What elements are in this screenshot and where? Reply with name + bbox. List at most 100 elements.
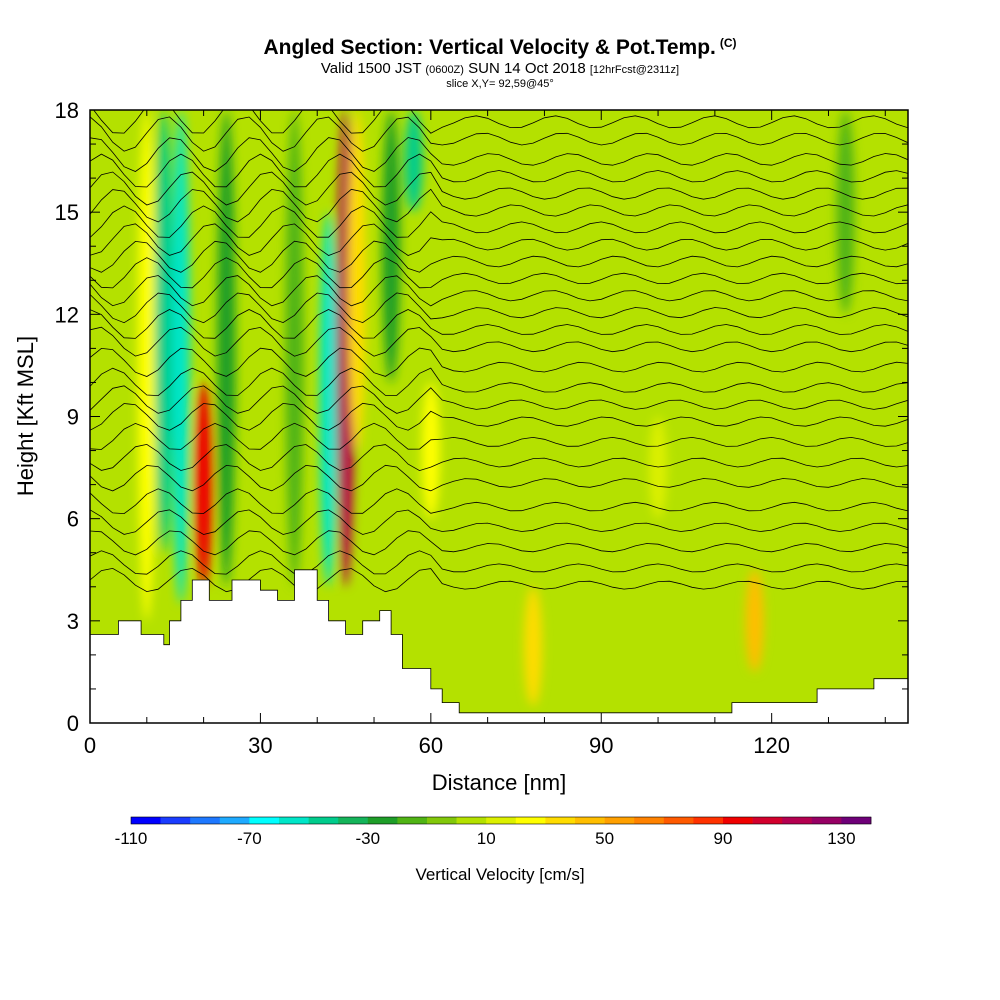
velocity-cell [285,110,304,587]
isentrope-line [90,275,908,307]
velocity-cell [404,110,423,213]
valid-time-line: Valid 1500 JST (0600Z) SUN 14 Oct 2018 [… [0,60,1000,77]
colorbar-swatch [249,817,280,824]
isentrope-line [90,488,908,515]
terrain [90,569,908,723]
isentrope-line [90,257,908,289]
title-text: Angled Section: Vertical Velocity & Pot.… [263,36,716,59]
colorbar-tick-label: 90 [714,829,733,848]
isentrope-line [90,550,908,575]
colorbar-tick-label: -110 [115,829,148,848]
velocity-cell [217,110,236,587]
colorbar-label: Vertical Velocity [cm/s] [415,865,584,884]
isentrope-line [90,402,908,431]
isentrope-line [90,385,908,414]
colorbar: -110 -70 -30 10 50 90 130 [115,816,872,848]
x-tick-label: 90 [589,733,613,758]
colorbar-swatch [515,817,546,824]
x-axis-label: Distance [nm] [432,770,567,795]
y-axis: 0 3 6 9 12 15 18 [55,98,908,736]
isentrope-line [90,464,908,492]
valid-prefix: Valid 1500 JST [320,60,422,77]
isentrope-line [90,309,908,339]
colorbar-swatch [308,817,339,824]
isentrope-line [90,171,908,206]
colorbar-tick-label: 50 [595,829,614,848]
colorbar-swatch [131,817,161,824]
y-tick-label: 0 [67,711,79,736]
y-tick-label: 9 [67,405,79,430]
isentrope-line [90,326,908,357]
valid-utc: (0600Z) [425,64,464,76]
isentrope-line [90,205,908,238]
colorbar-swatch [279,817,309,824]
forecast-info: [12hrFcst@2311z] [589,64,680,76]
velocity-cell [171,110,190,604]
isentrope-line [90,240,908,273]
y-tick-label: 12 [55,302,79,327]
isentrope-line [90,443,908,472]
slice-info: slice X,Y= 92,59@45° [446,78,554,90]
colorbar-swatch [367,817,398,824]
isentrope-line [90,188,908,223]
colorbar-swatch [338,817,369,824]
isentrope-line [90,367,908,397]
velocity-cell [524,586,543,706]
velocity-cell [347,110,366,451]
isentrope-line [90,116,908,152]
isentrope-line [90,137,908,172]
y-tick-label: 18 [55,98,79,123]
velocity-cell [745,569,764,672]
y-axis-label: Height [Kft MSL] [13,336,38,496]
isentrope-line [90,422,908,450]
colorbar-swatch [575,817,605,824]
velocity-cell [382,110,401,383]
colorbar-swatch [841,817,872,824]
chart-title: Angled Section: Vertical Velocity & Pot.… [0,36,1000,60]
x-axis: 0 30 60 90 120 [84,110,886,758]
isentrope-line [90,567,908,593]
colorbar-swatch [456,817,487,824]
colorbar-frame [130,816,872,825]
velocity-cell [836,110,855,315]
colorbar-swatch [811,817,842,824]
isentrope-line [90,509,908,535]
x-tick-label: 120 [753,733,790,758]
isentrope-line [90,347,908,377]
isentrope-line [90,292,908,324]
colorbar-swatch [663,817,694,824]
colorbar-swatch [782,817,813,824]
colorbar-tick-label: 130 [827,829,855,848]
colorbar-swatch [190,817,221,824]
colorbar-swatch [723,817,753,824]
y-tick-label: 6 [67,507,79,532]
colorbar-swatch [219,817,250,824]
velocity-cell [137,110,156,621]
isentrope-line [90,153,908,188]
isentrope-line [93,110,908,134]
plot-area [90,110,908,723]
colorbar-tick-label: -70 [237,829,262,848]
colorbar-tick-label: 10 [477,829,496,848]
colorbar-swatch [693,817,724,824]
potential-temperature-contours [90,110,908,593]
colorbar-swatch [160,817,191,824]
y-tick-label: 15 [55,200,79,225]
x-tick-label: 0 [84,733,96,758]
x-tick-label: 60 [419,733,443,758]
title-tag: (C) [719,36,737,50]
colorbar-swatch [427,817,457,824]
colorbar-swatch [397,817,428,824]
colorbar-swatch [486,817,517,824]
colorbar-swatch [634,817,665,824]
valid-date: SUN 14 Oct 2018 [468,60,586,77]
x-tick-label: 30 [248,733,272,758]
colorbar-swatch [752,817,783,824]
colorbar-tick-label: -30 [356,829,381,848]
colorbar-swatch [545,817,576,824]
velocity-cell [319,212,338,587]
isentrope-line [90,530,908,556]
velocity-cell [649,416,668,519]
